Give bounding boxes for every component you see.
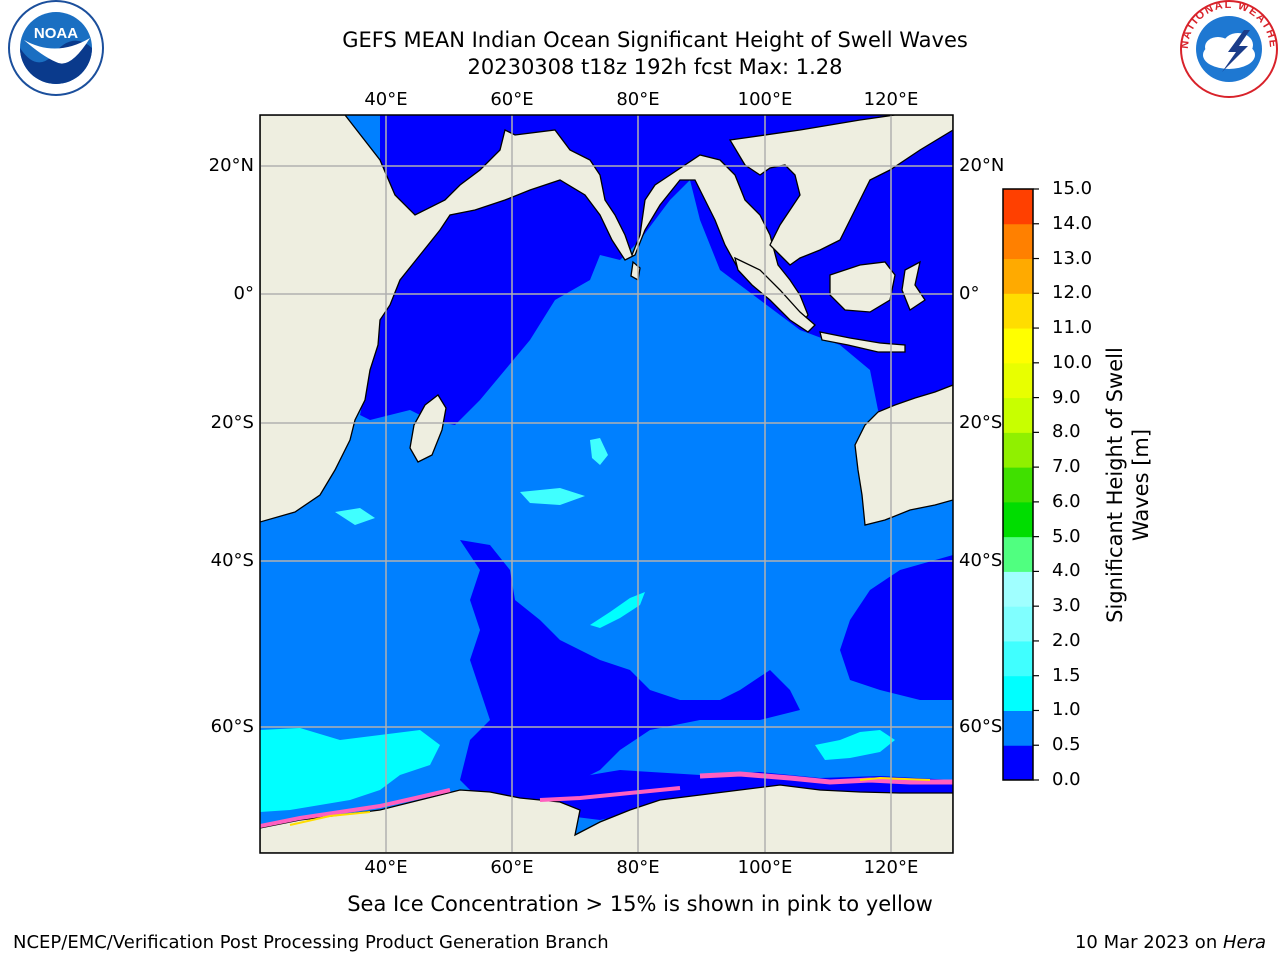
colorbar-tick-label: 8.0 (1052, 421, 1081, 443)
colorbar-tick-label: 2.0 (1052, 629, 1081, 651)
sea-ice-edge-central (539, 786, 681, 802)
land-southeast-asia (728, 115, 953, 266)
graticule (260, 115, 953, 853)
land-sumatra (734, 256, 816, 333)
sea-ice-edge-east-yellow (859, 776, 931, 781)
sea-ice-edge-west (260, 788, 451, 828)
lat-tick-right-0: 0° (959, 283, 980, 304)
colorbar-segment (1003, 432, 1033, 468)
lon-tick-top-80e: 80°E (616, 89, 660, 110)
lon-tick-bottom-100e: 100°E (737, 857, 793, 878)
sea-ice-edge-east (699, 771, 953, 785)
cyan-central (590, 592, 645, 628)
colorbar-tick-label: 12.0 (1052, 282, 1093, 304)
colorbar-tick-label: 1.5 (1052, 664, 1081, 686)
lon-tick-bottom-40e: 40°E (364, 857, 408, 878)
noaa-logo-text: NOAA (34, 25, 78, 42)
colorbar-tick-label: 4.0 (1052, 560, 1081, 582)
lat-tick-left-40s: 40°S (210, 550, 254, 571)
footer-branch: NCEP/EMC/Verification Post Processing Pr… (13, 932, 609, 953)
map-frame (259, 114, 954, 854)
land-sulawesi (901, 260, 926, 311)
colorbar-tick-label: 0.5 (1052, 734, 1081, 756)
colorbar-segment (1003, 675, 1033, 711)
land-africa-arabia (260, 115, 809, 523)
colorbar-tick-label: 1.0 (1052, 699, 1081, 721)
colorbar-tick-label: 7.0 (1052, 456, 1081, 478)
colorbar-tick-label: 10.0 (1052, 351, 1093, 373)
colorbar-segment (1003, 397, 1033, 433)
lat-tick-right-20s: 20°S (959, 412, 1003, 433)
lon-tick-top-60e: 60°E (490, 89, 534, 110)
nws-logo: NATIONAL WEATHER SERVICE (0, 0, 1278, 98)
cyan-west (335, 508, 375, 525)
cyan-mid-south (520, 488, 585, 505)
colorbar-segment (1003, 606, 1033, 642)
colorbar-segment (1003, 189, 1033, 225)
land-antarctica (260, 784, 953, 853)
colorbar-segment (1003, 501, 1033, 538)
noaa-logo: NOAA (8, 0, 104, 96)
cyan-north-central (590, 438, 608, 465)
land-australia (854, 384, 953, 526)
lat-tick-left-60s: 60°S (210, 716, 254, 737)
land-sri-lanka (630, 260, 641, 282)
lat-tick-left-20s: 20°S (210, 412, 254, 433)
lat-tick-left-0: 0° (233, 283, 254, 304)
lon-tick-top-120e: 120°E (863, 89, 919, 110)
colorbar-segment (1003, 745, 1033, 781)
sea-ice-edge-yellow (289, 811, 371, 826)
colorbar-tick-label: 9.0 (1052, 386, 1081, 408)
colorbar-segment (1003, 223, 1033, 260)
colorbar-segment (1003, 571, 1033, 607)
lon-tick-top-100e: 100°E (737, 89, 793, 110)
land-borneo (829, 261, 896, 313)
land-java (819, 331, 906, 353)
colorbar-label: Significant Height of Swell Waves [m] (1103, 347, 1153, 623)
colorbar-tick-label: 15.0 (1052, 178, 1093, 199)
lon-tick-bottom-60e: 60°E (490, 857, 534, 878)
lon-tick-top-40e: 40°E (364, 89, 408, 110)
colorbar-segment (1003, 710, 1033, 746)
deep-blue-central-south (460, 540, 800, 810)
colorbar-segment (1003, 640, 1033, 677)
land-madagascar (409, 394, 447, 463)
footer-date: 10 Mar 2023 on Hera (1075, 933, 1266, 953)
colorbar-segment (1003, 293, 1033, 329)
colorbar-tick-label: 0.0 (1052, 769, 1081, 790)
lon-tick-bottom-120e: 120°E (863, 857, 919, 878)
lat-tick-right-40s: 40°S (959, 550, 1003, 571)
lat-tick-right-60s: 60°S (959, 716, 1003, 737)
colorbar-segment (1003, 536, 1033, 572)
cyan-southeast (815, 730, 895, 760)
cyan-southwest (260, 728, 440, 812)
map-subtitle: 20230308 t18z 192h fcst Max: 1.28 (467, 55, 843, 79)
map-title: GEFS MEAN Indian Ocean Significant Heigh… (342, 28, 968, 52)
colorbar-frame (1002, 188, 1034, 781)
colorbar-tick-label: 13.0 (1052, 247, 1093, 269)
lat-tick-left-20n: 20°N (208, 155, 254, 176)
deep-blue-north (360, 115, 953, 425)
deep-blue-southeast (840, 555, 953, 700)
lon-tick-bottom-80e: 80°E (616, 857, 660, 878)
footer-host: Hera (1222, 932, 1266, 953)
colorbar-segment (1003, 362, 1033, 399)
colorbar-tick-label: 11.0 (1052, 317, 1093, 339)
colorbar-segment (1003, 328, 1033, 364)
deep-blue-ice-edge (560, 770, 953, 820)
colorbar-tick-label: 6.0 (1052, 490, 1081, 512)
sea-ice-caption: Sea Ice Concentration > 15% is shown in … (347, 892, 933, 916)
ocean-mid-blue (260, 115, 953, 853)
colorbar-tick-label: 3.0 (1052, 595, 1081, 617)
colorbar-tick-label: 5.0 (1052, 525, 1081, 547)
colorbar-tick-label: 14.0 (1052, 212, 1093, 234)
lat-tick-right-20n: 20°N (959, 155, 1005, 176)
colorbar-segment (1003, 467, 1033, 503)
colorbar-segment (1003, 258, 1033, 294)
footer-date-text: 10 Mar 2023 on (1074, 932, 1223, 953)
